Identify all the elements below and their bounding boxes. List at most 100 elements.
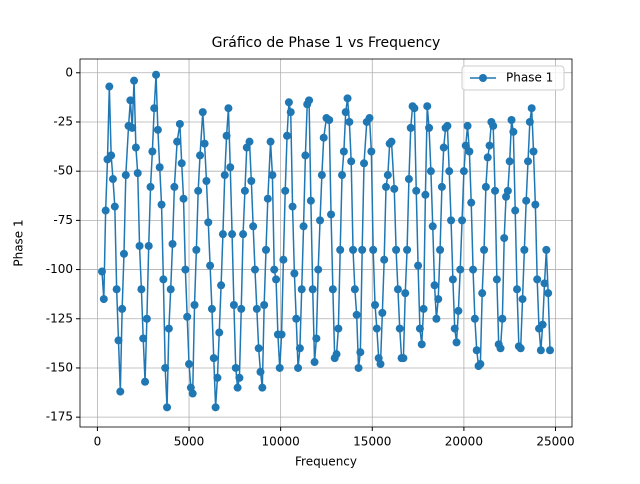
data-point — [425, 123, 434, 132]
data-point — [437, 182, 446, 191]
data-point — [456, 265, 465, 274]
data-point — [224, 104, 233, 113]
data-point — [222, 131, 231, 140]
data-point — [452, 338, 461, 347]
data-point — [365, 114, 374, 123]
data-point — [417, 340, 426, 349]
data-point — [393, 285, 402, 294]
data-point — [204, 218, 213, 227]
data-point — [383, 171, 392, 180]
data-point — [299, 222, 308, 231]
data-point — [266, 137, 275, 146]
data-point — [327, 210, 336, 219]
data-point — [215, 328, 224, 337]
data-point — [279, 255, 288, 264]
data-point — [268, 171, 277, 180]
data-point — [483, 153, 492, 162]
data-point — [445, 167, 454, 176]
data-point — [118, 304, 127, 313]
data-point — [306, 196, 315, 205]
data-point — [226, 163, 235, 172]
data-point — [126, 96, 135, 105]
data-point — [163, 403, 172, 412]
data-point — [116, 387, 125, 396]
data-point — [283, 131, 292, 140]
y-tick-label: -125 — [46, 311, 73, 325]
data-point — [395, 324, 404, 333]
data-point — [177, 159, 186, 168]
data-point — [382, 182, 391, 191]
data-point — [144, 241, 153, 250]
data-point — [491, 186, 500, 195]
data-point — [142, 314, 151, 323]
data-point — [343, 94, 352, 103]
data-point — [360, 159, 369, 168]
data-point — [334, 324, 343, 333]
data-point — [192, 245, 201, 254]
data-point — [430, 281, 439, 290]
data-point — [522, 196, 531, 205]
data-point — [261, 245, 270, 254]
data-point — [139, 334, 148, 343]
data-point — [284, 98, 293, 107]
data-point — [99, 295, 108, 304]
data-point — [110, 202, 119, 211]
data-point — [272, 275, 281, 284]
data-point — [202, 177, 211, 186]
data-point — [367, 147, 376, 156]
data-point — [410, 104, 419, 113]
data-point — [332, 350, 341, 359]
data-point — [345, 117, 354, 126]
data-point — [159, 275, 168, 284]
data-point — [419, 304, 428, 313]
data-point — [235, 373, 244, 382]
data-point — [492, 275, 501, 284]
data-point — [319, 133, 328, 142]
data-point — [211, 403, 220, 412]
data-point — [338, 171, 347, 180]
x-axis-label: Frequency — [295, 455, 357, 469]
data-point — [105, 82, 114, 91]
data-point — [470, 314, 479, 323]
data-point — [260, 300, 269, 309]
data-point — [505, 157, 514, 166]
data-point — [489, 121, 498, 130]
data-point — [301, 151, 310, 160]
data-point — [107, 151, 116, 160]
data-point — [237, 304, 246, 313]
data-point — [218, 230, 227, 239]
x-tick-label: 25000 — [536, 435, 574, 449]
data-point — [423, 102, 432, 111]
data-point — [503, 186, 512, 195]
data-point — [518, 295, 527, 304]
data-point — [354, 363, 363, 372]
data-point — [229, 300, 238, 309]
data-point — [356, 348, 365, 357]
y-tick-label: -25 — [53, 114, 73, 128]
data-point — [467, 198, 476, 207]
data-point — [275, 363, 284, 372]
data-point — [314, 265, 323, 274]
data-point — [531, 200, 540, 209]
data-point — [239, 230, 248, 239]
data-point — [352, 310, 361, 319]
data-point — [108, 175, 117, 184]
data-point — [469, 265, 478, 274]
data-point — [121, 171, 130, 180]
data-point — [316, 216, 325, 225]
data-point — [101, 206, 110, 215]
data-point — [524, 157, 533, 166]
data-point — [387, 137, 396, 146]
data-point — [135, 241, 144, 250]
data-point — [485, 141, 494, 150]
y-tick-label: -100 — [46, 262, 73, 276]
data-point — [540, 279, 549, 288]
data-point — [277, 330, 286, 339]
data-point — [448, 275, 457, 284]
data-point — [328, 285, 337, 294]
legend-box — [461, 65, 565, 91]
data-point — [390, 184, 399, 193]
data-point — [179, 194, 188, 203]
data-point — [459, 167, 468, 176]
